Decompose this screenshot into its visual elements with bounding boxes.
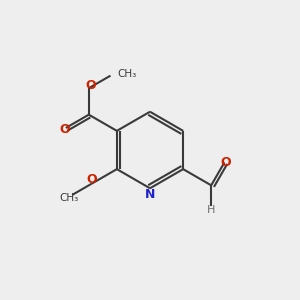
Text: O: O xyxy=(220,156,231,169)
Text: O: O xyxy=(85,79,96,92)
Text: CH₃: CH₃ xyxy=(60,193,79,203)
Text: O: O xyxy=(59,123,70,136)
Text: H: H xyxy=(207,206,215,215)
Text: O: O xyxy=(86,173,97,186)
Text: N: N xyxy=(145,188,155,201)
Text: CH₃: CH₃ xyxy=(117,69,136,79)
